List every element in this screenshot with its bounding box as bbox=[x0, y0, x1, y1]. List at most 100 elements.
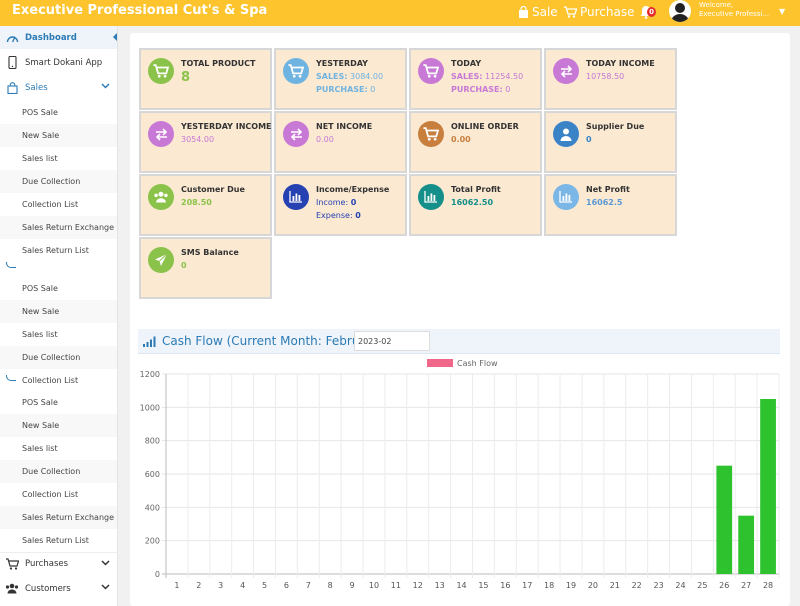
brand-title[interactable]: Executive Professional Cut's & Spa bbox=[12, 3, 268, 18]
cart-icon bbox=[564, 6, 577, 18]
sidebar-item-label: Customers bbox=[25, 583, 71, 594]
card-title: YESTERDAY bbox=[316, 59, 368, 68]
sidebar-item-dashboard[interactable]: Dashboard bbox=[0, 26, 117, 49]
submenu-brace-2 bbox=[6, 375, 16, 381]
welcome-line-1: Welcome, bbox=[699, 1, 734, 9]
cart-icon bbox=[418, 58, 444, 84]
sidebar-subitem[interactable]: Sales Return Exchange bbox=[0, 506, 117, 529]
cart-icon bbox=[148, 58, 174, 84]
sale-link[interactable]: Sale bbox=[518, 5, 558, 19]
card-sales-line: SALES: 11254.50 bbox=[451, 72, 523, 81]
welcome-text[interactable]: Welcome, Executive Professi... bbox=[699, 1, 769, 19]
sidebar-subitem[interactable]: Collection List bbox=[0, 483, 117, 506]
card-today-income[interactable]: TODAY INCOME 10758.50 bbox=[544, 48, 677, 110]
x-tick-label: 2 bbox=[196, 581, 201, 590]
cart-icon bbox=[283, 58, 309, 84]
sidebar-subitem[interactable]: POS Sale bbox=[0, 101, 117, 124]
card-net-income[interactable]: NET INCOME 0.00 bbox=[274, 111, 407, 173]
y-tick-label: 1000 bbox=[140, 403, 160, 412]
bar-chart-icon bbox=[283, 184, 309, 210]
sidebar-subitem[interactable]: Sales Return Exchange bbox=[0, 216, 117, 239]
card-expense-line: Expense: 0 bbox=[316, 211, 361, 220]
x-tick-label: 23 bbox=[653, 581, 663, 590]
x-tick-label: 20 bbox=[588, 581, 598, 590]
sidebar-item-label: Sales bbox=[25, 82, 48, 93]
sidebar-item-sales[interactable]: Sales bbox=[0, 76, 117, 99]
card-total-profit[interactable]: Total Profit 16062.50 bbox=[409, 174, 542, 236]
notification-button[interactable]: 0 bbox=[640, 5, 656, 22]
card-sms-balance[interactable]: SMS Balance 0 bbox=[139, 237, 272, 299]
sidebar-subitem[interactable]: New Sale bbox=[0, 414, 117, 437]
expense-label: Expense: bbox=[316, 211, 353, 220]
mobile-phone-icon bbox=[5, 56, 19, 70]
x-tick-label: 6 bbox=[284, 581, 289, 590]
sidebar-item-smart-app[interactable]: Smart Dokani App bbox=[0, 51, 117, 74]
income-value: 0 bbox=[350, 198, 357, 207]
x-tick-label: 24 bbox=[675, 581, 685, 590]
sidebar-subitem[interactable]: Sales list bbox=[0, 437, 117, 460]
sidebar-item-purchases[interactable]: Purchases bbox=[0, 552, 117, 575]
card-customer-due[interactable]: Customer Due 208.50 bbox=[139, 174, 272, 236]
chevron-down-icon bbox=[101, 82, 110, 92]
x-tick-label: 16 bbox=[500, 581, 510, 590]
user-menu-caret-icon[interactable]: ▼ bbox=[779, 7, 786, 16]
purchase-label: PURCHASE: bbox=[316, 85, 368, 94]
y-tick-label: 1200 bbox=[140, 370, 160, 379]
bar-chart-icon bbox=[553, 184, 579, 210]
card-total-product[interactable]: TOTAL PRODUCT 8 bbox=[139, 48, 272, 110]
purchase-value: 0 bbox=[370, 85, 376, 94]
sidebar-subitem[interactable]: Collection List bbox=[0, 193, 117, 216]
card-title: Income/Expense bbox=[316, 185, 390, 194]
sales-label: SALES: bbox=[451, 72, 483, 81]
chevron-down-icon bbox=[101, 583, 110, 593]
x-tick-label: 26 bbox=[719, 581, 729, 590]
sidebar-subitem[interactable]: Sales list bbox=[0, 323, 117, 346]
card-value: 208.50 bbox=[181, 198, 212, 207]
card-title: Net Profit bbox=[586, 185, 630, 194]
sidebar-subitem[interactable]: Sales list bbox=[0, 147, 117, 170]
card-value: 8 bbox=[181, 70, 191, 85]
bar-chart-icon bbox=[418, 184, 444, 210]
card-income-line: Income: 0 bbox=[316, 198, 356, 207]
sidebar-subitem[interactable]: POS Sale bbox=[0, 391, 117, 414]
card-supplier-due[interactable]: Supplier Due 0 bbox=[544, 111, 677, 173]
sidebar-subitem[interactable]: Sales Return List bbox=[0, 239, 117, 262]
card-yesterday[interactable]: YESTERDAY SALES: 3084.00 PURCHASE: 0 bbox=[274, 48, 407, 110]
sidebar-subitem[interactable]: Due Collection bbox=[0, 460, 117, 483]
x-tick-label: 1 bbox=[174, 581, 179, 590]
card-net-profit[interactable]: Net Profit 16062.5 bbox=[544, 174, 677, 236]
paper-plane-icon bbox=[148, 247, 174, 273]
x-tick-label: 5 bbox=[262, 581, 267, 590]
card-today[interactable]: TODAY SALES: 11254.50 PURCHASE: 0 bbox=[409, 48, 542, 110]
x-tick-label: 10 bbox=[369, 581, 379, 590]
card-yesterday-income[interactable]: YESTERDAY INCOME 3054.00 bbox=[139, 111, 272, 173]
purchase-link[interactable]: Purchase bbox=[564, 5, 635, 19]
card-income-expense[interactable]: Income/Expense Income: 0 Expense: 0 bbox=[274, 174, 407, 236]
sidebar-subitem[interactable]: POS Sale bbox=[0, 277, 117, 300]
user-silhouette-icon bbox=[671, 3, 689, 22]
x-tick-label: 22 bbox=[632, 581, 642, 590]
sidebar-item-customers[interactable]: Customers bbox=[0, 577, 117, 600]
purchase-label: Purchase bbox=[580, 5, 635, 19]
y-tick-label: 200 bbox=[145, 537, 160, 546]
sidebar-subitem[interactable]: Due Collection bbox=[0, 346, 117, 369]
card-title: YESTERDAY INCOME bbox=[181, 122, 272, 131]
exchange-arrows-icon bbox=[148, 121, 174, 147]
sidebar-subitem[interactable]: Due Collection bbox=[0, 170, 117, 193]
y-tick-label: 800 bbox=[145, 437, 160, 446]
exchange-arrows-icon bbox=[553, 58, 579, 84]
sidebar-subitem[interactable]: Collection List bbox=[0, 369, 117, 392]
avatar[interactable] bbox=[669, 0, 691, 22]
sidebar-subitem[interactable]: New Sale bbox=[0, 124, 117, 147]
sidebar-item-label: Smart Dokani App bbox=[25, 57, 103, 68]
sales-value: 3084.00 bbox=[350, 72, 384, 81]
purchase-label: PURCHASE: bbox=[451, 85, 503, 94]
card-online-order[interactable]: ONLINE ORDER 0.00 bbox=[409, 111, 542, 173]
sidebar-subitem[interactable]: Sales Return List bbox=[0, 529, 117, 552]
sidebar-subitem[interactable]: New Sale bbox=[0, 300, 117, 323]
x-tick-label: 13 bbox=[435, 581, 445, 590]
month-picker-input[interactable] bbox=[354, 331, 430, 351]
card-value: 10758.50 bbox=[586, 72, 625, 81]
x-tick-label: 8 bbox=[328, 581, 333, 590]
